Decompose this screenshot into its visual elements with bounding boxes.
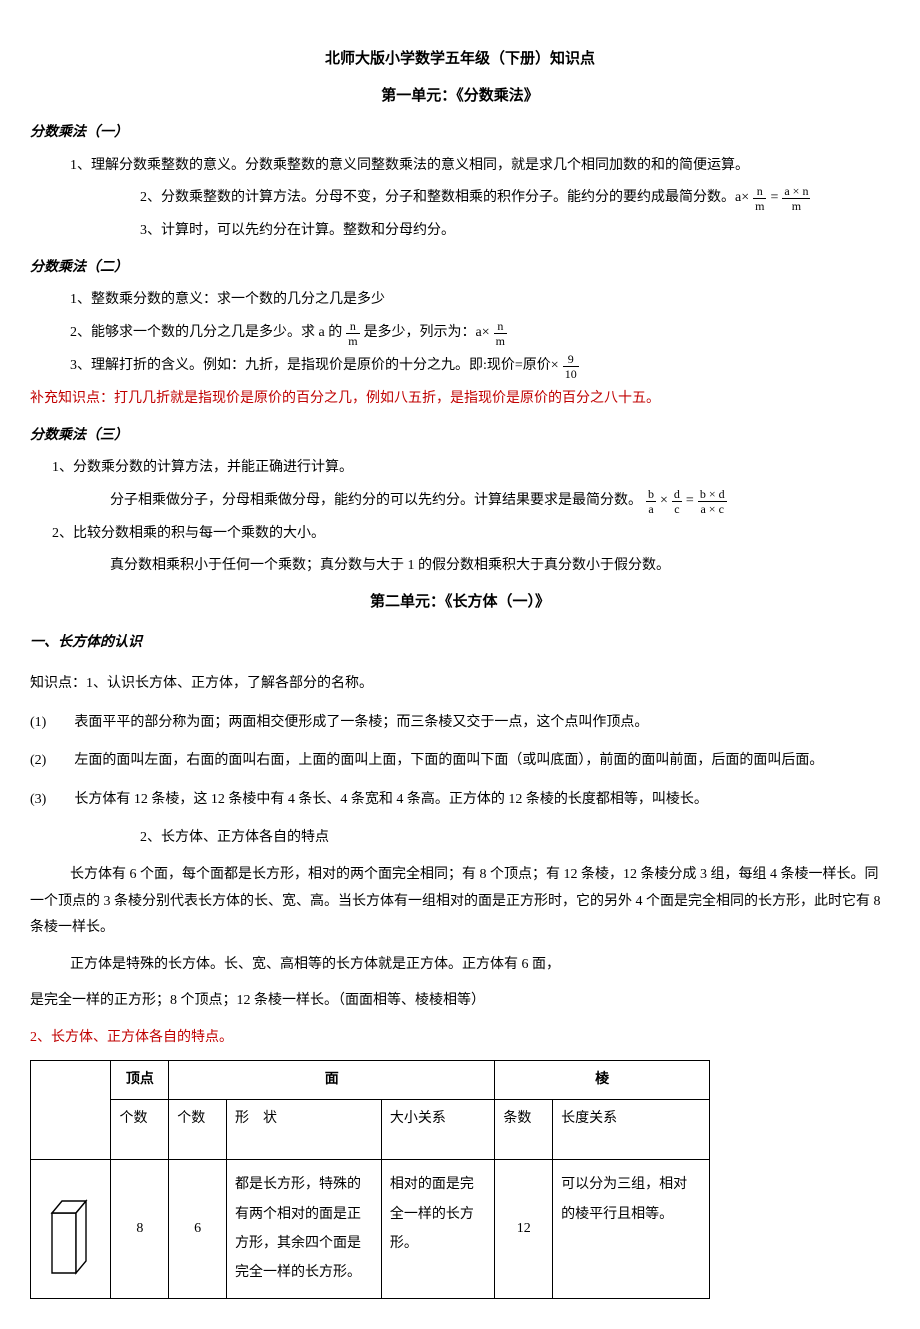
item-text: 表面平平的部分称为面；两面相交便形成了一条棱；而三条棱又交于一点，这个点叫作顶点… xyxy=(74,710,648,737)
sec1-p2: 2、分数乘整数的计算方法。分母不变，分子和整数相乘的积作分子。能约分的要约成最简… xyxy=(30,185,890,212)
frac-num: 9 xyxy=(563,353,579,367)
cuboid-feat-red: 2、长方体、正方体各自的特点。 xyxy=(30,1025,890,1052)
th-edge: 棱 xyxy=(495,1060,710,1100)
fraction: a × n m xyxy=(782,185,810,212)
features-table-wrap: 顶点 面 棱 个数 个数 形 状 大小关系 条数 长度关系 8 6 都是长方形，… xyxy=(30,1060,890,1299)
frac-num: n xyxy=(753,185,766,199)
item-text: 左面的面叫左面，右面的面叫右面，上面的面叫上面，下面的面叫下面（或叫底面），前面… xyxy=(74,748,823,775)
th-fcount: 个数 xyxy=(169,1100,227,1160)
frac-den: m xyxy=(346,334,359,347)
item-label: (1) xyxy=(30,710,46,737)
fraction: b × d a × c xyxy=(698,488,727,515)
item-text: 长方体有 12 条棱，这 12 条棱中有 4 条长、4 条宽和 4 条高。正方体… xyxy=(74,787,708,814)
cuboid-icon xyxy=(48,1197,94,1275)
frac-den: a × c xyxy=(698,502,727,515)
th-fshape: 形 状 xyxy=(227,1100,382,1160)
td-shape-icon xyxy=(31,1160,111,1299)
fraction: n m xyxy=(753,185,766,212)
th-ecount: 条数 xyxy=(495,1100,553,1160)
frac-num: b × d xyxy=(698,488,727,502)
cuboid-feat: 2、长方体、正方体各自的特点 xyxy=(30,825,890,852)
frac-den: m xyxy=(494,334,507,347)
th-face: 面 xyxy=(169,1060,495,1100)
table-row: 8 6 都是长方形，特殊的有两个相对的面是正方形，其余四个面是完全一样的长方形。… xyxy=(31,1160,710,1299)
sec2-p2-pre: 2、能够求一个数的几分之几是多少。求 a 的 xyxy=(70,320,342,347)
td-vcount: 8 xyxy=(111,1160,169,1299)
td-ecount: 12 xyxy=(495,1160,553,1299)
sec3-p2: 分子相乘做分子，分母相乘做分母，能约分的可以先约分。计算结果要求是最简分数。 b… xyxy=(30,488,890,515)
sec3-p3: 2、比较分数相乘的积与每一个乘数的大小。 xyxy=(30,521,890,548)
frac-num: n xyxy=(346,320,359,334)
th-lenrel: 长度关系 xyxy=(553,1100,710,1160)
sec3-head: 分数乘法（三） xyxy=(30,423,890,450)
td-fcount: 6 xyxy=(169,1160,227,1299)
fraction: d c xyxy=(672,488,682,515)
td-fshape: 都是长方形，特殊的有两个相对的面是正方形，其余四个面是完全一样的长方形。 xyxy=(227,1160,382,1299)
sec3-p2-pre: 分子相乘做分子，分母相乘做分母，能约分的可以先约分。计算结果要求是最简分数。 xyxy=(110,488,642,515)
th-shape xyxy=(31,1060,111,1160)
th-vertex: 顶点 xyxy=(111,1060,169,1100)
cuboid-body1: 长方体有 6 个面，每个面都是长方形，相对的两个面完全相同；有 8 个顶点；有 … xyxy=(30,862,890,942)
sec2-head: 分数乘法（二） xyxy=(30,255,890,282)
unit1-title: 第一单元：《分数乘法》 xyxy=(30,82,890,111)
doc-title: 北师大版小学数学五年级（下册）知识点 xyxy=(30,45,890,74)
th-vcount: 个数 xyxy=(111,1100,169,1160)
sec2-p2-mid: 是多少，列示为：a× xyxy=(364,320,490,347)
cuboid-head: 一、长方体的认识 xyxy=(30,630,890,657)
list-item: (3) 长方体有 12 条棱，这 12 条棱中有 4 条长、4 条宽和 4 条高… xyxy=(30,787,890,814)
frac-num: b xyxy=(646,488,656,502)
sec3-p4: 真分数相乘积小于任何一个乘数；真分数与大于 1 的假分数相乘积大于真分数小于假分… xyxy=(30,553,890,580)
frac-den: c xyxy=(672,502,682,515)
sec3-p1: 1、分数乘分数的计算方法，并能正确进行计算。 xyxy=(30,455,890,482)
sec2-p3: 3、理解打折的含义。例如：九折，是指现价是原价的十分之九。即:现价=原价× 9 … xyxy=(30,353,890,380)
frac-den: 10 xyxy=(563,367,579,380)
sec1-p1: 1、理解分数乘整数的意义。分数乘整数的意义同整数乘法的意义相同，就是求几个相同加… xyxy=(30,153,890,180)
frac-num: a × n xyxy=(782,185,810,199)
cuboid-body2: 正方体是特殊的长方体。长、宽、高相等的长方体就是正方体。正方体有 6 面， xyxy=(30,952,890,979)
fraction: n m xyxy=(346,320,359,347)
sec2-supp: 补充知识点：打几几折就是指现价是原价的百分之几，例如八五折，是指现价是原价的百分… xyxy=(30,386,890,413)
item-label: (3) xyxy=(30,787,46,814)
table-row: 顶点 面 棱 xyxy=(31,1060,710,1100)
frac-den: m xyxy=(782,199,810,212)
td-sizerel: 相对的面是完全一样的长方形。 xyxy=(381,1160,495,1299)
cuboid-intro: 知识点：1、认识长方体、正方体，了解各部分的名称。 xyxy=(30,671,890,698)
sec1-p2-pre: 2、分数乘整数的计算方法。分母不变，分子和整数相乘的积作分子。能约分的要约成最简… xyxy=(140,185,749,212)
fraction: b a xyxy=(646,488,656,515)
sec2-p2: 2、能够求一个数的几分之几是多少。求 a 的 n m 是多少，列示为：a× n … xyxy=(30,320,890,347)
unit2-title: 第二单元：《长方体（一）》 xyxy=(30,588,890,617)
sec2-p3-pre: 3、理解打折的含义。例如：九折，是指现价是原价的十分之九。即:现价=原价× xyxy=(70,353,559,380)
sec1-head: 分数乘法（一） xyxy=(30,120,890,147)
sec1-p3: 3、计算时，可以先约分在计算。整数和分母约分。 xyxy=(30,218,890,245)
equals: = xyxy=(686,488,694,515)
fraction: 9 10 xyxy=(563,353,579,380)
equals: = xyxy=(770,185,778,212)
td-lenrel: 可以分为三组，相对的棱平行且相等。 xyxy=(553,1160,710,1299)
list-item: (1) 表面平平的部分称为面；两面相交便形成了一条棱；而三条棱又交于一点，这个点… xyxy=(30,710,890,737)
fraction: n m xyxy=(494,320,507,347)
item-label: (2) xyxy=(30,748,46,775)
table-row: 个数 个数 形 状 大小关系 条数 长度关系 xyxy=(31,1100,710,1160)
times: × xyxy=(660,488,668,515)
sec2-p1: 1、整数乘分数的意义：求一个数的几分之几是多少 xyxy=(30,287,890,314)
frac-den: a xyxy=(646,502,656,515)
features-table: 顶点 面 棱 个数 个数 形 状 大小关系 条数 长度关系 8 6 都是长方形，… xyxy=(30,1060,710,1299)
frac-num: n xyxy=(494,320,507,334)
cuboid-body3: 是完全一样的正方形；8 个顶点；12 条棱一样长。（面面相等、棱棱相等） xyxy=(30,988,890,1015)
list-item: (2) 左面的面叫左面，右面的面叫右面，上面的面叫上面，下面的面叫下面（或叫底面… xyxy=(30,748,890,775)
th-fsizerel: 大小关系 xyxy=(381,1100,495,1160)
frac-den: m xyxy=(753,199,766,212)
frac-num: d xyxy=(672,488,682,502)
